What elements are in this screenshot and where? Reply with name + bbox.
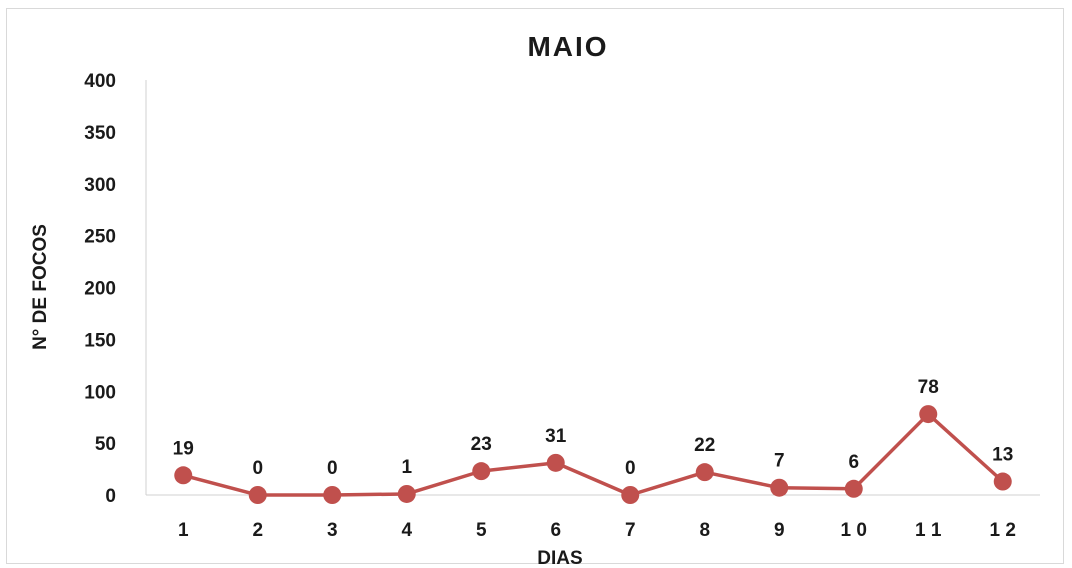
data-point: [919, 405, 938, 424]
data-label: 19: [173, 438, 194, 459]
x-tick-label: 8: [699, 520, 710, 541]
x-tick-label: 5: [476, 520, 487, 541]
x-tick-label: 1 0: [841, 520, 867, 541]
x-tick-label: 1 2: [990, 520, 1016, 541]
data-label: 6: [848, 452, 859, 473]
x-tick-label: 9: [774, 520, 785, 541]
data-point: [844, 479, 863, 498]
data-label: 0: [625, 458, 636, 479]
x-tick-label: 1 1: [915, 520, 942, 541]
x-tick-label: 3: [327, 520, 338, 541]
data-point: [248, 486, 267, 504]
y-tick-label: 200: [84, 279, 116, 300]
data-label: 7: [774, 451, 785, 472]
data-point: [397, 484, 416, 503]
data-labels: 19 0 0 1 23 31 0 22 7 6 78 13: [173, 377, 1014, 479]
y-tick-label: 100: [84, 382, 116, 403]
y-tick-label: 350: [84, 123, 116, 144]
x-tick-label: 4: [401, 520, 412, 541]
y-tick-label: 300: [84, 175, 116, 196]
data-label: 23: [471, 434, 492, 455]
data-label: 1: [401, 457, 412, 478]
data-point: [174, 466, 193, 485]
data-point: [993, 472, 1012, 491]
x-tick-label: 7: [625, 520, 636, 541]
data-point: [546, 453, 565, 472]
data-point: [472, 462, 491, 481]
data-label: 22: [694, 435, 715, 456]
y-tick-label: 0: [105, 486, 116, 507]
y-ticks: 0 50 100 150 200 250 300 350 400: [84, 71, 116, 507]
chart-title: MAIO: [527, 31, 608, 62]
data-label: 0: [327, 458, 338, 479]
data-point: [621, 486, 640, 504]
x-axis-label: DIAS: [537, 548, 582, 568]
x-tick-label: 1: [178, 520, 189, 541]
data-label: 13: [992, 445, 1013, 466]
data-point: [770, 478, 789, 497]
x-ticks: 1 2 3 4 5 6 7 8 9 1 0 1 1 1 2: [178, 520, 1016, 541]
y-tick-label: 150: [84, 330, 116, 351]
data-point: [695, 463, 714, 482]
series-line: [182, 412, 1004, 497]
x-tick-label: 6: [550, 520, 561, 541]
data-point: [323, 486, 342, 504]
data-label: 31: [545, 426, 567, 447]
data-label: 0: [252, 458, 263, 479]
y-axis-label: N° DE FOCOS: [30, 224, 51, 350]
series-group: [174, 405, 1012, 504]
y-tick-label: 400: [84, 71, 116, 92]
y-tick-label: 50: [95, 434, 116, 455]
y-tick-label: 250: [84, 227, 116, 248]
x-tick-label: 2: [252, 520, 263, 541]
data-label: 78: [918, 377, 939, 398]
